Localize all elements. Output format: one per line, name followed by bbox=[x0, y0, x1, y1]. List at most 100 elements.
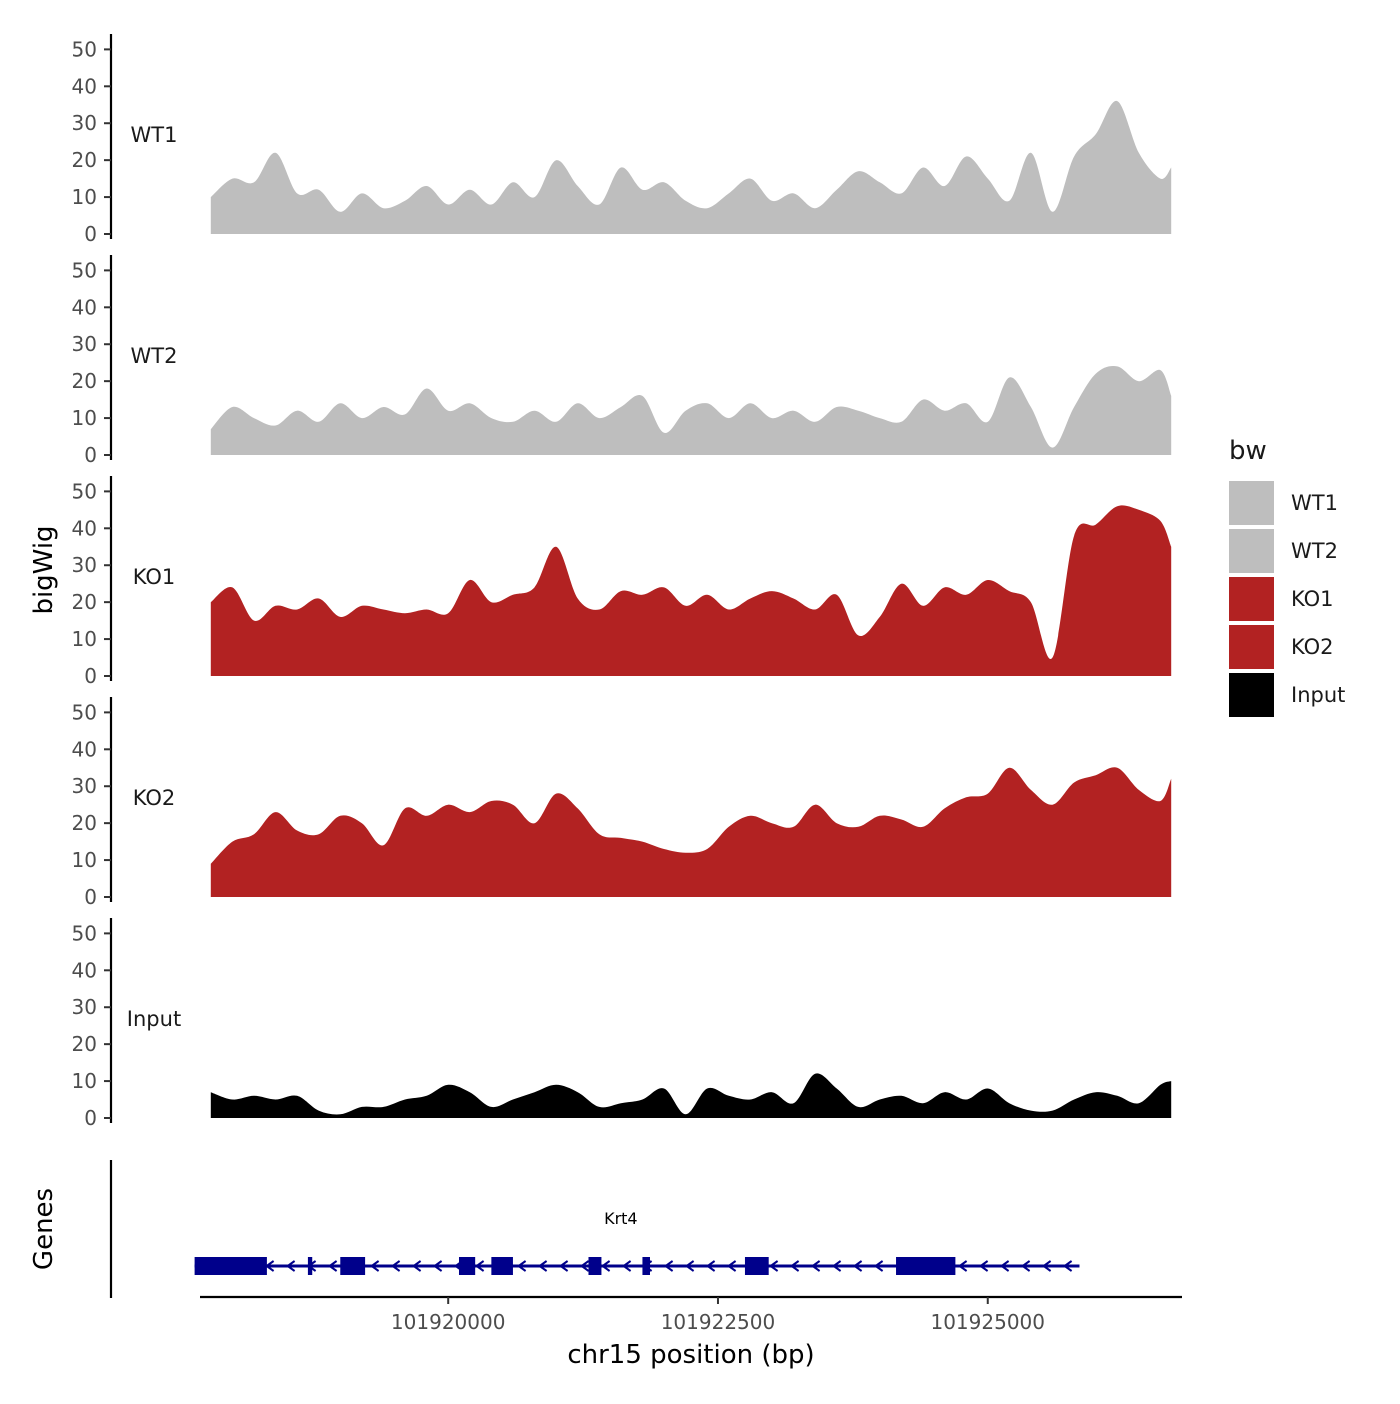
y-tick-label: 50 bbox=[72, 921, 97, 945]
strand-arrow bbox=[390, 1260, 401, 1272]
strand-arrow bbox=[369, 1260, 380, 1272]
track-ko2: 0 10 20 30 40 50 KO2 bbox=[72, 697, 1172, 909]
gene-exon bbox=[307, 1257, 313, 1275]
x-axis: 101920000 101922500 101925000 chr15 positi… bbox=[200, 1295, 1182, 1370]
y-tick-label: 20 bbox=[72, 590, 97, 614]
strand-arrow bbox=[558, 1260, 569, 1272]
gene-name-label: Krt4 bbox=[604, 1209, 638, 1228]
y-tick-label: 40 bbox=[72, 958, 97, 982]
x-tick-label: 101922500 bbox=[661, 1310, 776, 1334]
legend-items: WT1 WT2 KO1 KO2 Input bbox=[1229, 481, 1345, 717]
panel-label-input: Input bbox=[127, 1007, 181, 1031]
y-tick-label: 20 bbox=[72, 1032, 97, 1056]
strand-arrow bbox=[789, 1260, 800, 1272]
y-tick-label: 50 bbox=[72, 37, 97, 61]
legend-label-input: Input bbox=[1291, 683, 1345, 707]
y-tick-label: 50 bbox=[72, 479, 97, 503]
gene-model-krt4 bbox=[194, 1257, 1080, 1275]
gene-exon bbox=[491, 1257, 513, 1275]
y-tick-label: 30 bbox=[72, 111, 97, 135]
strand-arrow bbox=[978, 1260, 989, 1272]
legend-key-wt2 bbox=[1229, 529, 1274, 573]
y-tick-label: 20 bbox=[72, 811, 97, 835]
y-tick-label: 10 bbox=[72, 627, 97, 651]
track-input: 0 10 20 30 40 50 Input bbox=[72, 918, 1172, 1130]
track-ko1: 0 10 20 30 40 50 KO1 bbox=[72, 476, 1172, 688]
y-tick-label: 0 bbox=[84, 664, 97, 688]
panel-label-wt1: WT1 bbox=[131, 123, 178, 147]
strand-arrow bbox=[726, 1260, 737, 1272]
y-tick-label: 50 bbox=[72, 258, 97, 282]
y-tick-label: 50 bbox=[72, 700, 97, 724]
strand-arrow bbox=[663, 1260, 674, 1272]
strand-arrow bbox=[474, 1260, 485, 1272]
strand-arrow bbox=[285, 1260, 296, 1272]
y-tick-label: 40 bbox=[72, 516, 97, 540]
y-tick-label: 10 bbox=[72, 1069, 97, 1093]
y-tick-label: 10 bbox=[72, 185, 97, 209]
legend: bw WT1 WT2 KO1 KO2 Input bbox=[1229, 436, 1345, 717]
y-tick-label: 10 bbox=[72, 406, 97, 430]
legend-title: bw bbox=[1229, 436, 1267, 466]
gene-exon bbox=[458, 1257, 476, 1275]
y-tick-label: 40 bbox=[72, 737, 97, 761]
area-wt1 bbox=[210, 100, 1172, 234]
track-wt1: 0 10 20 30 40 50 WT1 bbox=[72, 34, 1172, 246]
strand-arrow bbox=[768, 1260, 779, 1272]
legend-key-ko1 bbox=[1229, 577, 1274, 621]
genes-label: Genes bbox=[29, 1188, 59, 1270]
area-input bbox=[210, 1073, 1172, 1118]
y-tick-label: 0 bbox=[84, 1106, 97, 1130]
panel-label-ko2: KO2 bbox=[133, 786, 176, 810]
strand-arrow bbox=[810, 1260, 821, 1272]
gene-exon bbox=[744, 1257, 769, 1275]
strand-arrow bbox=[411, 1260, 422, 1272]
gene-exon bbox=[896, 1257, 956, 1275]
y-tick-label: 0 bbox=[84, 222, 97, 246]
area-ko2 bbox=[210, 767, 1172, 897]
legend-key-wt1 bbox=[1229, 481, 1274, 525]
strand-arrow bbox=[873, 1260, 884, 1272]
y-tick-label: 40 bbox=[72, 295, 97, 319]
legend-label-wt1: WT1 bbox=[1291, 491, 1338, 515]
x-ticks: 101920000 101922500 101925000 bbox=[391, 1297, 1045, 1334]
x-tick-label: 101920000 bbox=[391, 1310, 506, 1334]
gene-exon bbox=[588, 1257, 602, 1275]
strand-arrow bbox=[1041, 1260, 1052, 1272]
genes-panel: Genes Krt4 bbox=[29, 1160, 1080, 1298]
strand-arrow bbox=[327, 1260, 338, 1272]
panel-label-wt2: WT2 bbox=[131, 344, 178, 368]
y-tick-label: 30 bbox=[72, 774, 97, 798]
strand-arrow bbox=[852, 1260, 863, 1272]
x-axis-title: chr15 position (bp) bbox=[567, 1340, 814, 1370]
strand-arrow bbox=[684, 1260, 695, 1272]
legend-label-ko1: KO1 bbox=[1291, 587, 1334, 611]
strand-arrow bbox=[432, 1260, 443, 1272]
y-tick-label: 20 bbox=[72, 148, 97, 172]
strand-arrow bbox=[705, 1260, 716, 1272]
signal-tracks: 0 10 20 30 40 50 WT1 0 10 20 30 40 50 WT2 0 10 20 30 40 50 K… bbox=[72, 34, 1172, 1130]
strand-arrow bbox=[537, 1260, 548, 1272]
y-tick-label: 10 bbox=[72, 848, 97, 872]
strand-arrow bbox=[1062, 1260, 1073, 1272]
y-tick-label: 0 bbox=[84, 885, 97, 909]
y-tick-label: 30 bbox=[72, 995, 97, 1019]
legend-key-input bbox=[1229, 673, 1274, 717]
strand-arrow bbox=[579, 1260, 590, 1272]
gene-exon bbox=[340, 1257, 366, 1275]
strand-arrow bbox=[957, 1260, 968, 1272]
panel-label-ko1: KO1 bbox=[133, 565, 176, 589]
strand-arrow bbox=[516, 1260, 527, 1272]
y-tick-label: 40 bbox=[72, 74, 97, 98]
y-tick-label: 30 bbox=[72, 332, 97, 356]
strand-arrow bbox=[600, 1260, 611, 1272]
strand-arrow bbox=[621, 1260, 632, 1272]
y-tick-label: 30 bbox=[72, 553, 97, 577]
y-tick-label: 0 bbox=[84, 443, 97, 467]
strand-arrow bbox=[831, 1260, 842, 1272]
strand-arrow bbox=[1020, 1260, 1031, 1272]
gene-exon bbox=[642, 1257, 650, 1275]
track-wt2: 0 10 20 30 40 50 WT2 bbox=[72, 255, 1172, 467]
